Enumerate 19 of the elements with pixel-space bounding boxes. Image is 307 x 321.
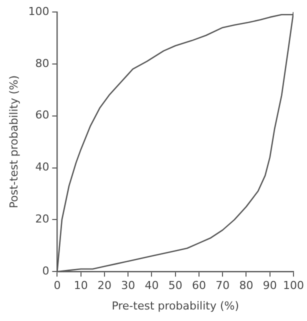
y-tick-label: 80 (35, 56, 50, 70)
x-tick-label: 100 (283, 279, 304, 292)
y-axis-title: Post-test probability (%) (7, 75, 20, 208)
x-tick-label: 0 (54, 279, 61, 292)
y-tick-label: 40 (35, 160, 50, 174)
x-tick-label: 20 (97, 279, 112, 292)
x-tick-label: 90 (262, 279, 277, 292)
x-tick-label: 60 (192, 279, 206, 292)
x-tick-label: 50 (168, 279, 182, 292)
y-tick-label: 100 (28, 4, 50, 18)
x-tick-label: 70 (216, 279, 230, 292)
x-axis-title: Pre-test probability (%) (112, 299, 240, 312)
x-tick-label: 10 (74, 279, 88, 292)
y-tick-label: 0 (42, 264, 50, 278)
x-tick-label: 40 (144, 279, 159, 292)
y-tick-label: 60 (35, 108, 50, 122)
x-tick-label: 80 (239, 279, 254, 292)
x-tick-label: 30 (121, 279, 136, 292)
y-tick-label: 20 (35, 212, 50, 226)
